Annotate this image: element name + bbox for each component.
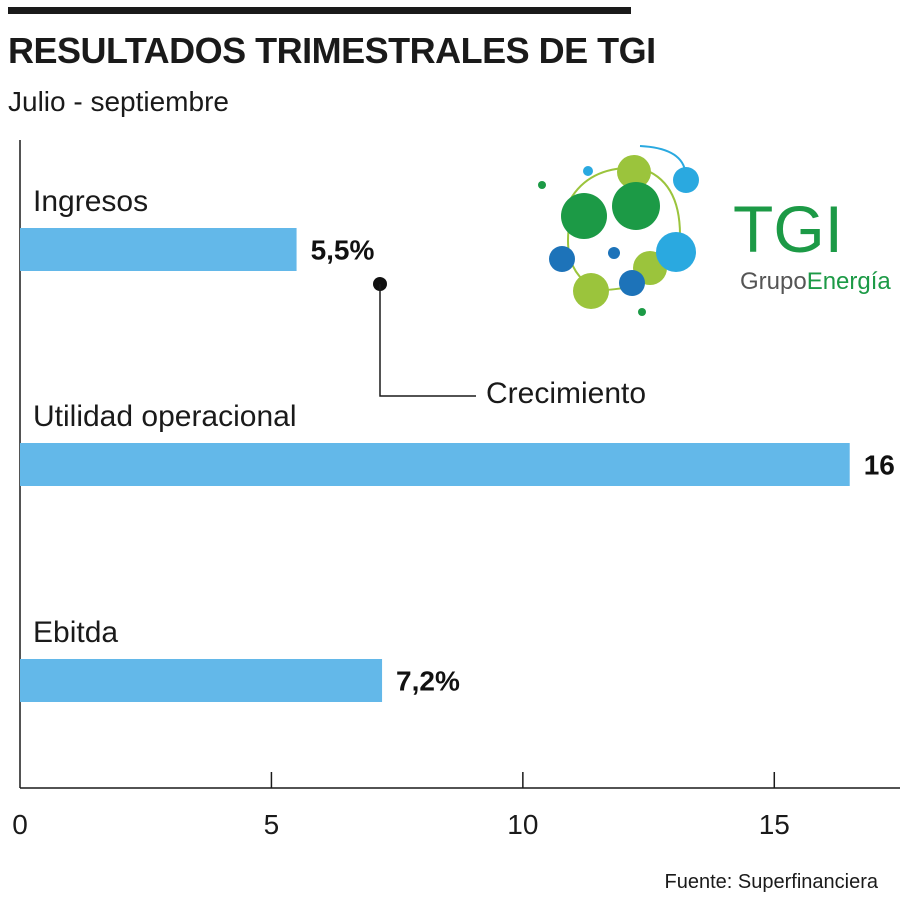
page-title: RESULTADOS TRIMESTRALES DE TGI	[8, 30, 656, 71]
annotation-label: Crecimiento	[486, 377, 646, 410]
x-tick-label: 0	[12, 809, 28, 840]
logo-bubbles-icon	[538, 145, 699, 316]
bar	[20, 228, 297, 271]
source-note: Fuente: Superfinanciera	[664, 871, 878, 893]
annotation-leader-line	[379, 284, 476, 397]
x-tick-label: 15	[759, 809, 790, 840]
tgi-logo: TGI GrupoEnergía	[530, 140, 900, 320]
page-subtitle: Julio - septiembre	[8, 86, 229, 117]
category-label: Ingresos	[33, 185, 148, 218]
annotation: Crecimiento	[373, 277, 646, 410]
bar	[20, 659, 383, 702]
bar	[20, 443, 850, 486]
x-tick-label: 10	[507, 809, 538, 840]
value-label: 5,5%	[311, 235, 375, 266]
top-rule	[8, 7, 631, 14]
category-label: Ebitda	[33, 616, 118, 649]
logo-name: TGI	[733, 192, 843, 266]
category-label: Utilidad operacional	[33, 400, 297, 433]
value-label: 16	[864, 450, 895, 481]
value-label: 7,2%	[396, 666, 460, 697]
logo-tagline: GrupoEnergía	[740, 268, 891, 295]
x-tick-label: 5	[264, 809, 280, 840]
